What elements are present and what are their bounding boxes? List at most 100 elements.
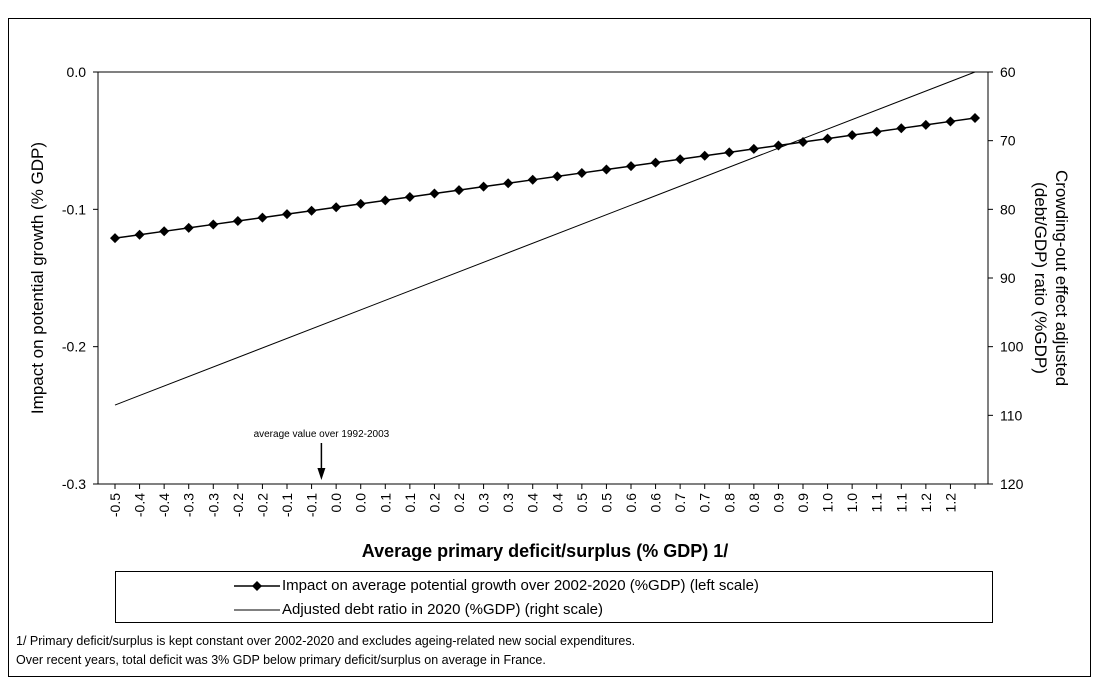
legend-swatch-line (234, 609, 280, 611)
left-tick-label: 0.0 (67, 64, 87, 80)
series-debt-line (114, 71, 976, 406)
legend-item-debt: Adjusted debt ratio in 2020 (%GDP) (righ… (116, 598, 992, 622)
series-growth-point (527, 174, 538, 185)
annotation-label: average value over 1992-2003 (254, 429, 390, 440)
series-growth-point (650, 157, 661, 168)
legend-label-debt: Adjusted debt ratio in 2020 (%GDP) (righ… (282, 601, 603, 618)
x-tick-label: 0.8 (721, 493, 737, 513)
legend: Impact on average potential growth over … (115, 571, 993, 623)
series-growth-point (601, 164, 612, 175)
x-tick-label: 1.2 (918, 493, 934, 513)
x-tick-label: 1.1 (893, 493, 909, 513)
x-tick-label: -0.1 (304, 493, 320, 517)
series-growth-point (822, 133, 833, 144)
x-tick-label: -0.2 (254, 493, 270, 517)
series-growth-point (552, 171, 563, 182)
series-growth-point (355, 198, 366, 209)
series-growth-point (404, 191, 415, 202)
x-tick-label: 0.5 (574, 493, 590, 513)
series-growth-point (159, 226, 170, 237)
series-growth-point (945, 116, 956, 127)
x-tick-label: -0.5 (107, 493, 123, 517)
left-axis-title: Impact on potential growth (% GDP) (28, 142, 47, 414)
series-growth-point (306, 205, 317, 216)
left-tick-label: -0.1 (62, 201, 86, 217)
x-tick-label: 0.7 (697, 493, 713, 513)
x-tick-label: 0.4 (525, 493, 541, 513)
chart-frame (8, 18, 1091, 677)
x-tick-label: 0.2 (426, 493, 442, 513)
series-growth-point (675, 154, 686, 165)
right-axis-title: Crowding-out effect adjusted(debt/GDP) r… (1031, 170, 1071, 386)
x-tick-label: 1.1 (869, 493, 885, 513)
series-growth-point (847, 130, 858, 141)
series-growth-point (896, 123, 907, 134)
x-axis-title: Average primary deficit/surplus (% GDP) … (362, 541, 728, 561)
series-growth-point (110, 233, 120, 244)
x-tick-label: 0.6 (623, 493, 639, 513)
x-tick-label: -0.4 (156, 493, 172, 517)
footnote-1: 1/ Primary deficit/surplus is kept const… (16, 634, 636, 648)
annotation-layer: average value over 1992-2003 (254, 429, 390, 480)
x-tick-label: 0.7 (672, 493, 688, 513)
series-growth-point (257, 212, 268, 223)
x-tick-label: -0.3 (205, 493, 221, 517)
series-growth-point (626, 161, 636, 172)
series-growth-point (208, 219, 219, 230)
right-tick-label: 100 (1000, 339, 1024, 355)
series-growth-point (183, 222, 194, 233)
x-tick-label: 0.4 (549, 493, 565, 513)
series-growth-point (748, 143, 759, 154)
annotation-arrow-head (317, 468, 326, 480)
x-tick-label: 0.3 (476, 493, 492, 513)
left-axis: 0.0 -0.1 -0.2 -0.3 (62, 64, 98, 492)
x-tick-label: 0.0 (353, 493, 369, 513)
series-growth-point (699, 150, 710, 161)
x-tick-label: -0.2 (230, 493, 246, 517)
legend-swatch-diamond-line (234, 581, 280, 591)
right-axis-title-line2: (debt/GDP) ratio (%GDP) (1031, 182, 1050, 374)
left-tick-label: -0.2 (62, 339, 86, 355)
right-tick-label: 110 (1000, 407, 1023, 423)
right-tick-label: 90 (1000, 270, 1016, 286)
legend-label-growth: Impact on average potential growth over … (282, 577, 759, 594)
x-tick-label: 0.3 (500, 493, 516, 513)
x-tick-label: 0.1 (377, 493, 393, 513)
right-tick-label: 80 (1000, 201, 1016, 217)
footnote-2: Over recent years, total deficit was 3% … (16, 653, 546, 667)
x-tick-label: 0.0 (328, 493, 344, 513)
x-tick-label: -0.1 (279, 493, 295, 517)
right-tick-label: 60 (1000, 64, 1016, 80)
x-tick-label: 0.2 (451, 493, 467, 513)
series-growth-point (724, 147, 735, 158)
series-growth-point (429, 188, 440, 199)
legend-item-growth: Impact on average potential growth over … (116, 574, 992, 598)
series-growth-point (773, 140, 784, 151)
right-axis-title-line1: Crowding-out effect adjusted (1052, 170, 1071, 386)
series-growth-point (871, 126, 882, 137)
series-growth-point (970, 113, 980, 124)
x-tick-label: 0.1 (402, 493, 418, 513)
x-axis: -0.5 -0.4 -0.4 -0.3 -0.3 -0.2 -0.2 -0.1 -0.1 0.0 0… (107, 484, 976, 517)
series-growth-point (232, 216, 243, 227)
series-growth-point (454, 185, 464, 196)
series-growth-point (380, 195, 391, 206)
x-tick-label: 1.0 (844, 493, 860, 513)
x-tick-label: 1.2 (942, 493, 958, 513)
series-layer (110, 71, 980, 406)
right-tick-label: 120 (1000, 476, 1024, 492)
right-axis: 60 70 80 90 100 110 120 (988, 64, 1024, 492)
series-growth-point (134, 229, 145, 240)
series-growth-point (576, 167, 587, 178)
series-growth-point (503, 178, 514, 189)
x-tick-label: 0.6 (648, 493, 664, 513)
series-growth-point (920, 119, 931, 130)
x-tick-label: 0.8 (746, 493, 762, 513)
x-tick-label: 1.0 (820, 493, 836, 513)
x-tick-label: -0.4 (132, 493, 148, 517)
x-tick-label: 0.9 (795, 493, 811, 513)
series-growth-point (282, 209, 292, 220)
series-growth-line (114, 117, 976, 239)
series-growth-point (478, 181, 489, 192)
